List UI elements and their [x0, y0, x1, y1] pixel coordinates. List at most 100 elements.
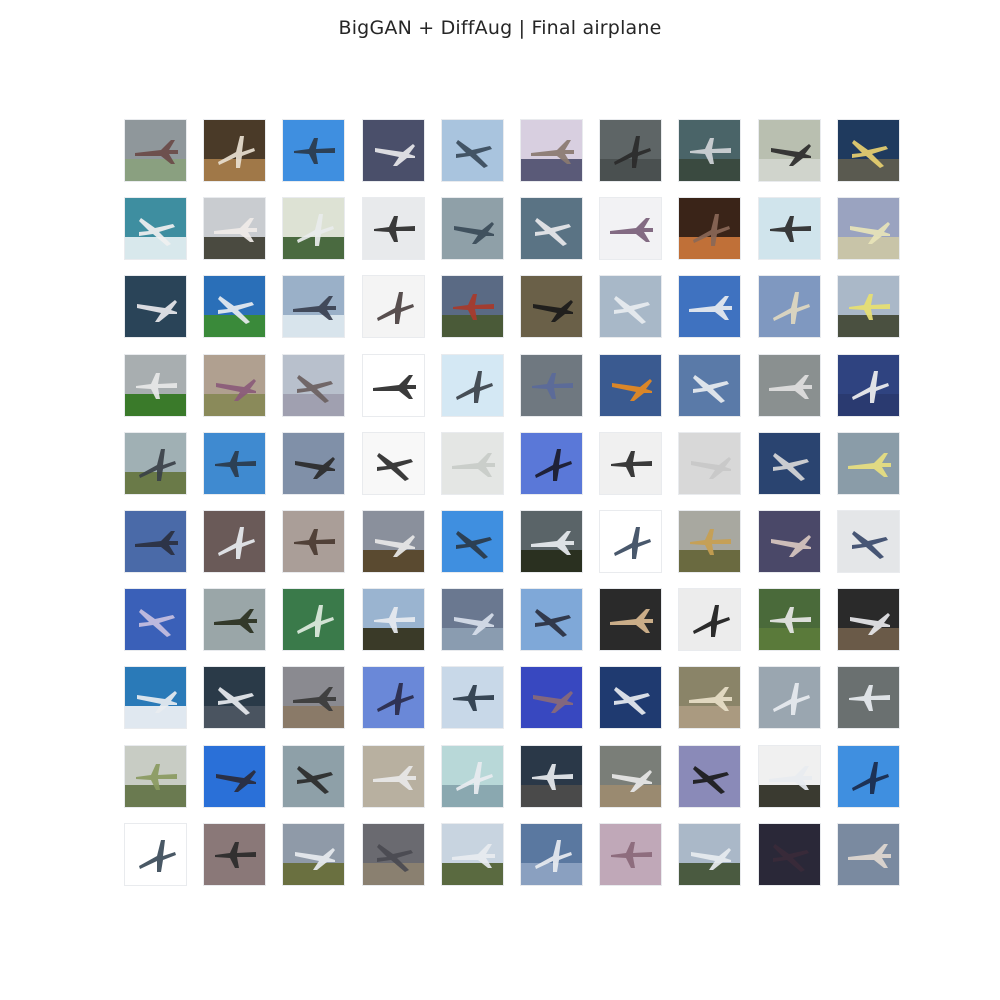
thumbnail-ground	[837, 315, 899, 338]
sample-thumbnail	[124, 822, 187, 886]
airplane-silhouette	[214, 609, 258, 634]
sample-thumbnail	[124, 744, 187, 808]
airplane-silhouette	[851, 370, 889, 403]
sample-thumbnail	[678, 744, 742, 808]
thumbnail-ground	[441, 862, 503, 885]
sample-thumbnail	[599, 431, 663, 495]
sample-thumbnail	[520, 275, 583, 339]
airplane-silhouette	[453, 613, 494, 636]
thumbnail-ground	[521, 550, 582, 572]
airplane-silhouette	[614, 687, 651, 716]
sample-thumbnail	[203, 822, 267, 886]
airplane-silhouette	[137, 300, 177, 323]
airplane-silhouette	[849, 613, 890, 636]
airplane-silhouette	[293, 296, 337, 321]
airplane-silhouette	[215, 450, 257, 477]
thumbnail-ground	[283, 862, 345, 885]
airplane-silhouette	[772, 843, 809, 872]
thumbnail-ground	[521, 784, 582, 807]
sample-thumbnail	[678, 431, 742, 495]
airplane-silhouette	[691, 847, 732, 870]
airplane-silhouette	[689, 296, 733, 321]
thumbnail-ground	[362, 550, 424, 572]
thumbnail-ground	[758, 628, 820, 651]
thumbnail-ground	[837, 237, 899, 260]
airplane-silhouette	[374, 535, 415, 557]
thumbnail-ground	[204, 393, 266, 416]
airplane-silhouette	[610, 218, 654, 243]
airplane-silhouette	[693, 765, 730, 794]
airplane-silhouette	[849, 222, 890, 245]
airplane-silhouette	[295, 847, 336, 870]
sample-thumbnail	[757, 197, 821, 261]
sample-thumbnail	[836, 744, 900, 808]
sample-thumbnail	[599, 275, 663, 339]
sample-thumbnail	[836, 275, 900, 339]
sample-thumbnail	[520, 666, 583, 730]
sample-thumbnail	[520, 510, 583, 573]
sample-thumbnail	[599, 822, 663, 886]
airplane-silhouette	[218, 296, 255, 325]
sample-thumbnail	[599, 353, 663, 417]
sample-thumbnail	[520, 119, 583, 182]
sample-thumbnail	[440, 822, 504, 886]
sample-thumbnail	[678, 666, 742, 730]
airplane-silhouette	[847, 843, 891, 868]
airplane-silhouette	[768, 374, 812, 399]
sample-thumbnail	[361, 588, 425, 652]
sample-thumbnail	[361, 275, 425, 339]
sample-thumbnail	[124, 275, 187, 339]
thumbnail-ground	[679, 706, 741, 729]
sample-thumbnail	[836, 119, 900, 182]
airplane-silhouette	[772, 292, 810, 325]
sample-thumbnail	[678, 510, 742, 573]
airplane-silhouette	[848, 294, 890, 321]
airplane-silhouette	[531, 531, 574, 555]
airplane-silhouette	[218, 687, 255, 716]
airplane-silhouette	[769, 216, 811, 243]
airplane-silhouette	[297, 605, 335, 638]
thumbnail-ground	[679, 862, 741, 885]
thumbnail-ground	[679, 550, 741, 572]
sample-thumbnail	[836, 431, 900, 495]
airplane-silhouette	[376, 683, 414, 716]
figure-title: BigGAN + DiffAug | Final airplane	[338, 17, 662, 39]
sample-thumbnail	[282, 666, 346, 730]
airplane-silhouette	[611, 450, 653, 477]
sample-thumbnail	[520, 197, 583, 261]
thumbnail-ground	[125, 784, 186, 807]
thumbnail-ground	[125, 237, 186, 260]
sample-thumbnail	[757, 119, 821, 182]
sample-thumbnail	[599, 119, 663, 182]
thumbnail-ground	[441, 628, 503, 651]
sample-thumbnail	[678, 822, 742, 886]
airplane-silhouette	[535, 448, 572, 481]
sample-thumbnail	[124, 431, 187, 495]
thumbnail-ground	[600, 784, 662, 807]
airplane-silhouette	[851, 531, 888, 559]
airplane-silhouette	[614, 527, 652, 559]
airplane-silhouette	[135, 531, 178, 555]
sample-thumbnail	[520, 822, 583, 886]
sample-thumbnail	[203, 119, 267, 182]
airplane-silhouette	[531, 140, 574, 164]
sample-thumbnail	[124, 510, 187, 573]
sample-thumbnail	[203, 353, 267, 417]
airplane-silhouette	[373, 607, 415, 634]
airplane-silhouette	[455, 531, 492, 559]
airplane-silhouette	[614, 136, 652, 168]
airplane-silhouette	[376, 843, 413, 872]
airplane-silhouette	[218, 136, 256, 168]
sample-thumbnail	[203, 275, 267, 339]
sample-thumbnail	[678, 197, 742, 261]
airplane-silhouette	[612, 378, 653, 401]
sample-thumbnail	[203, 588, 267, 652]
sample-thumbnail	[440, 666, 504, 730]
thumbnail-ground	[679, 159, 741, 181]
thumbnail-ground	[362, 628, 424, 651]
thumbnail-ground	[283, 706, 345, 729]
sample-thumbnail	[203, 431, 267, 495]
sample-thumbnail	[361, 510, 425, 573]
airplane-silhouette	[693, 374, 730, 403]
airplane-silhouette	[452, 685, 494, 712]
